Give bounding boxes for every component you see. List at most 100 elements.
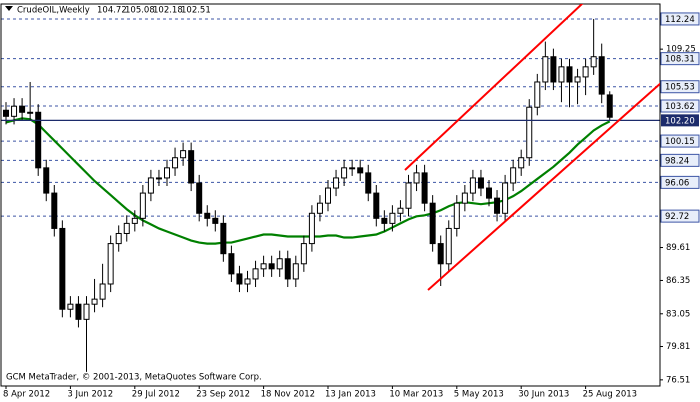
candle-body: [276, 258, 283, 270]
candle-body: [115, 232, 122, 245]
candle-body: [3, 109, 9, 117]
x-tick-label: 5 May 2013: [454, 390, 504, 400]
candle-body: [308, 212, 315, 245]
candle-body: [300, 243, 307, 265]
candle-body: [526, 106, 533, 159]
y-tick-label: 76.51: [666, 375, 690, 385]
candle-body: [477, 177, 484, 189]
ohlc-value: 102.18: [153, 6, 183, 16]
candle-body: [453, 202, 460, 229]
trend-line: [427, 82, 660, 291]
ohlc-value: 102.51: [181, 6, 211, 16]
candle-body: [180, 150, 187, 159]
level-label: 98.24: [665, 156, 689, 166]
moving-average: [5, 117, 611, 245]
candle-body: [35, 111, 42, 169]
candle-body: [196, 182, 203, 214]
candle-body: [131, 217, 138, 224]
candle-body: [43, 167, 50, 194]
candle-body: [172, 157, 179, 169]
current-price-label: 102.20: [665, 116, 695, 126]
candle-body: [518, 157, 525, 169]
x-tick-label: 10 Mar 2013: [389, 390, 443, 400]
level-label: 96.06: [665, 178, 689, 188]
candle-body: [574, 76, 581, 83]
x-tick-label: 13 Jan 2013: [325, 390, 376, 400]
candle-body: [220, 222, 227, 255]
candle-body: [405, 182, 412, 209]
menu-arrow[interactable]: [5, 6, 13, 11]
candle-body: [550, 56, 557, 83]
candle-body: [139, 192, 146, 219]
candle-body: [75, 303, 82, 320]
watermark: GCM MetaTrader, © 2001-2013, MetaQuotes …: [6, 373, 262, 383]
x-tick-label: 3 Jun 2012: [67, 390, 113, 400]
candle-body: [349, 167, 356, 170]
candle-body: [558, 66, 565, 83]
candle-body: [566, 66, 573, 83]
level-label-box: [660, 12, 700, 26]
candle-body: [341, 167, 348, 179]
y-tick-label: 109.25: [666, 45, 696, 55]
candle-body: [164, 167, 170, 179]
candle-body: [437, 243, 444, 265]
candle-body: [486, 187, 492, 199]
candle-body: [316, 202, 323, 214]
candle-body: [188, 150, 195, 184]
level-label-box: [660, 134, 700, 148]
y-tick-label: 86.35: [666, 276, 690, 286]
level-label: 92.72: [665, 212, 689, 222]
ohlc-value: 104.72: [97, 6, 127, 16]
candle-body: [99, 283, 106, 300]
candle-body: [534, 81, 541, 108]
trend-line: [404, 4, 584, 171]
candle-body: [19, 105, 26, 113]
candle-body: [606, 94, 613, 118]
candle-body: [204, 212, 211, 219]
level-label-box: [660, 52, 700, 66]
candle-body: [333, 177, 340, 189]
candle-body: [429, 202, 436, 245]
y-tick-label: 89.61: [666, 243, 690, 253]
level-label-box: [660, 175, 700, 189]
candle-body: [357, 167, 364, 174]
trend-channel: [404, 4, 660, 291]
level-label: 103.62: [665, 102, 695, 112]
chart-title: CrudeOIL,Weekly: [17, 6, 90, 16]
candle-body: [365, 172, 372, 194]
candle-body: [373, 192, 380, 219]
candle-body: [469, 177, 476, 194]
candle-body: [598, 56, 605, 95]
candle-body: [67, 303, 74, 310]
candle-body: [27, 111, 34, 114]
candle-body: [502, 182, 509, 214]
level-label-box: [660, 153, 700, 167]
candle-body: [155, 177, 162, 180]
current-price-box: [661, 114, 699, 127]
candle-body: [51, 192, 58, 229]
plot-area: [1, 18, 660, 372]
candle-body: [228, 253, 235, 275]
candle-body: [11, 105, 18, 117]
x-tick-label: 23 Sep 2012: [196, 390, 250, 400]
candle-body: [268, 263, 275, 270]
x-tick-label: 30 Jun 2013: [518, 390, 569, 400]
candle-body: [542, 56, 549, 83]
candle-body: [244, 278, 251, 285]
candle-body: [107, 243, 114, 285]
x-tick-label: 18 Nov 2012: [261, 390, 315, 400]
x-tick-label: 29 Jul 2012: [132, 390, 180, 400]
x-tick-label: 25 Aug 2013: [583, 390, 637, 400]
candle-body: [284, 258, 291, 280]
candle-body: [494, 197, 501, 214]
candle-body: [325, 187, 331, 204]
level-label: 105.53: [665, 83, 695, 93]
level-label-box: [660, 80, 700, 94]
candle-body: [59, 227, 66, 310]
candle-body: [421, 172, 428, 204]
candle-body: [147, 177, 154, 194]
y-tick-label: 83.05: [666, 309, 690, 319]
y-tick-label: 79.81: [666, 342, 690, 352]
candle-body: [510, 167, 517, 184]
